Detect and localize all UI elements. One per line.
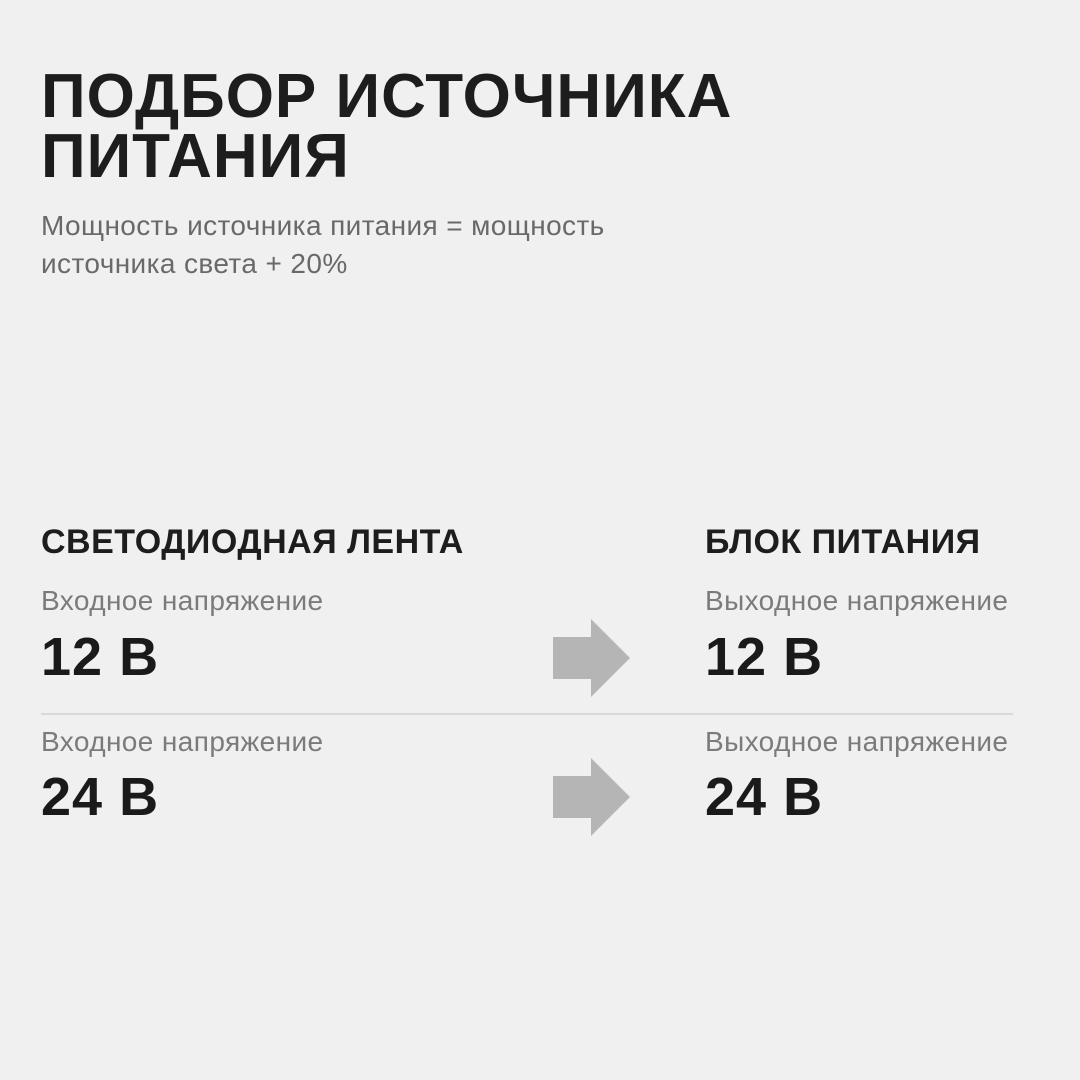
input-voltage-value-row1: 12 В: [41, 627, 160, 687]
arrow-right-icon: [553, 758, 630, 836]
arrow-right-icon: [553, 619, 630, 697]
output-voltage-value-row2: 24 В: [705, 767, 824, 827]
input-voltage-label-row2: Входное напряжение: [41, 726, 324, 757]
page-title: ПОДБОР ИСТОЧНИКА ПИТАНИЯ: [41, 62, 733, 191]
output-voltage-label-row1: Выходное напряжение: [705, 585, 1009, 616]
input-voltage-value-row2: 24 В: [41, 767, 160, 827]
output-voltage-label-row2: Выходное напряжение: [705, 726, 1009, 757]
column-header-power-supply: БЛОК ПИТАНИЯ: [705, 523, 981, 561]
row-divider: [41, 713, 1013, 715]
column-header-led-strip: СВЕТОДИОДНАЯ ЛЕНТА: [41, 523, 464, 561]
input-voltage-label-row1: Входное напряжение: [41, 585, 324, 616]
output-voltage-value-row1: 12 В: [705, 627, 824, 687]
page-subtitle: Мощность источника питания = мощность ис…: [41, 210, 605, 279]
